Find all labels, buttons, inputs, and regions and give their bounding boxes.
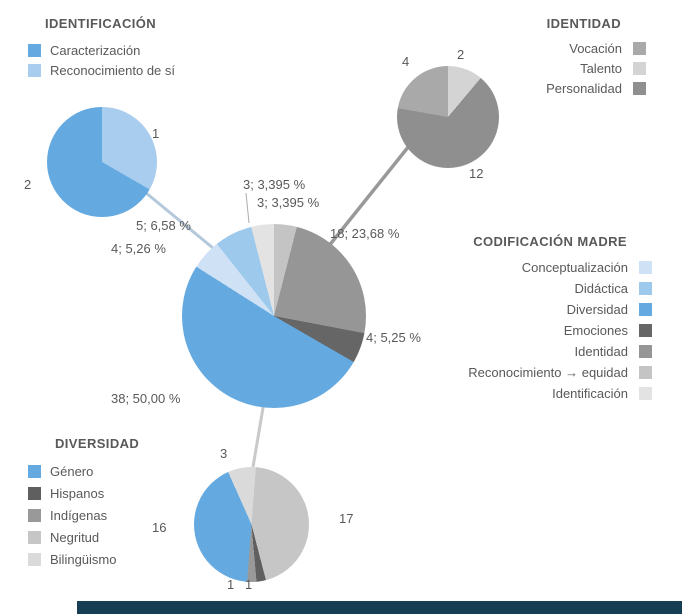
legend-item-talento: Talento [546, 58, 646, 78]
value-label-talento: 2 [457, 47, 465, 62]
bottom-bar [77, 601, 682, 614]
value-label-emociones: 4; 5,25 % [366, 330, 421, 345]
value-label-reconocimiento: 1 [152, 126, 160, 141]
legend-item-genero: Género [28, 460, 139, 482]
legend-label: Reconocimiento → equidad [468, 365, 628, 380]
legend-identidad-title: IDENTIDAD [546, 16, 621, 31]
legend-label: Conceptualización [521, 260, 628, 275]
swatch-icon [639, 366, 652, 379]
pie-codificacion-madre[interactable] [182, 224, 366, 408]
legend-item-didactica: Didáctica [468, 278, 652, 299]
value-label-diversidad: 38; 50,00 % [111, 391, 181, 406]
legend-item-identificacion: Identificación [468, 383, 652, 404]
value-label-personalidad: 12 [469, 166, 484, 181]
value-label-didactica: 5; 6,58 % [136, 218, 191, 233]
pie-diversidad[interactable] [194, 467, 309, 582]
swatch-icon [28, 486, 41, 500]
legend-item-diversidad: Diversidad [468, 299, 652, 320]
legend-label: Reconocimiento de sí [50, 62, 176, 78]
value-label-reconocimiento-equidad: 3; 3,395 % [257, 195, 320, 210]
legend-identidad: IDENTIDAD Vocación Talento Personalidad [546, 16, 646, 98]
swatch-icon [639, 324, 652, 337]
legend-label: Didáctica [574, 281, 628, 296]
legend-codificacion-madre: CODIFICACIÓN MADRE Conceptualización Did… [468, 234, 652, 404]
legend-codificacion-title: CODIFICACIÓN MADRE [473, 234, 627, 249]
swatch-icon [633, 61, 646, 75]
link-identidad-line [322, 144, 411, 254]
value-label-hispanos: 1 [245, 577, 253, 592]
swatch-icon [633, 41, 646, 55]
legend-label: Vocación [569, 40, 622, 56]
legend-diversidad-title: DIVERSIDAD [55, 436, 140, 451]
value-label-identificacion: 3; 3,395 % [243, 177, 306, 192]
pie-identidad[interactable] [397, 66, 499, 168]
swatch-icon [639, 282, 652, 295]
legend-diversidad: DIVERSIDAD Género Hispanos Indígenas Neg… [28, 436, 139, 570]
label-leader-line [245, 192, 250, 224]
legend-item-personalidad: Personalidad [546, 78, 646, 98]
swatch-icon [28, 43, 41, 57]
swatch-icon [28, 552, 41, 566]
legend-item-negritud: Negritud [28, 526, 139, 548]
legend-label: Identidad [574, 344, 629, 359]
value-label-genero: 16 [152, 520, 167, 535]
swatch-icon [28, 508, 41, 522]
legend-item-caracterizacion: Caracterización [28, 40, 175, 60]
legend-label: Emociones [563, 323, 628, 338]
legend-label: Hispanos [50, 485, 105, 501]
swatch-icon [633, 81, 646, 95]
legend-label: Indígenas [50, 507, 108, 523]
legend-item-indigenas: Indígenas [28, 504, 139, 526]
legend-label: Talento [580, 60, 622, 76]
legend-identificacion-title: IDENTIFICACIÓN [45, 16, 157, 31]
legend-item-hispanos: Hispanos [28, 482, 139, 504]
legend-item-identidad: Identidad [468, 341, 652, 362]
legend-label: Caracterización [50, 42, 141, 58]
legend-item-bilinguismo: Bilingüismo [28, 548, 139, 570]
legend-label: Negritud [50, 529, 100, 545]
legend-identificacion: IDENTIFICACIÓN Caracterización Reconocim… [28, 16, 175, 80]
legend-item-emociones: Emociones [468, 320, 652, 341]
legend-label: Bilingüismo [50, 551, 117, 567]
value-label-identidad: 18; 23,68 % [330, 226, 400, 241]
link-diversidad-line [251, 401, 266, 468]
legend-label: Personalidad [546, 80, 622, 96]
value-label-caracterizacion: 2 [24, 177, 32, 192]
swatch-icon [639, 303, 652, 316]
value-label-vocacion: 4 [402, 54, 410, 69]
swatch-icon [639, 261, 652, 274]
swatch-icon [28, 63, 41, 77]
swatch-icon [639, 387, 652, 400]
legend-label: Identificación [552, 386, 628, 401]
value-label-negritud: 17 [339, 511, 354, 526]
legend-item-conceptualizacion: Conceptualización [468, 257, 652, 278]
pie-identificacion[interactable] [47, 107, 157, 217]
value-label-conceptualizacion: 4; 5,26 % [111, 241, 166, 256]
legend-label: Diversidad [566, 302, 628, 317]
legend-label: Género [50, 463, 94, 479]
swatch-icon [28, 530, 41, 544]
legend-item-reconocimiento-de-si: Reconocimiento de sí [28, 60, 175, 80]
legend-item-vocacion: Vocación [546, 38, 646, 58]
swatch-icon [639, 345, 652, 358]
swatch-icon [28, 464, 41, 478]
value-label-bilinguismo: 3 [220, 446, 228, 461]
legend-item-reconocimiento-equidad: Reconocimiento → equidad [468, 362, 652, 383]
value-label-indigenas: 1 [227, 577, 235, 592]
